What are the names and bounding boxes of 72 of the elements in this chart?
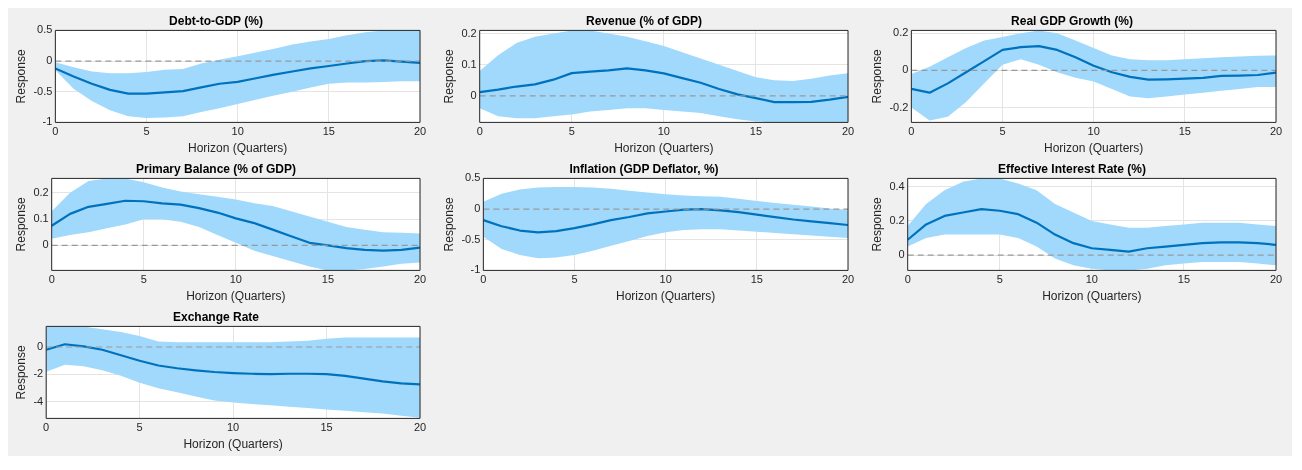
x-axis-title: Horizon (Quarters) xyxy=(183,437,283,452)
x-tick-label: 5 xyxy=(571,273,578,286)
x-tick-label: 20 xyxy=(1269,273,1283,286)
y-tick-label: 0.5 xyxy=(465,171,481,184)
y-tick-label: 0.2 xyxy=(889,214,905,227)
y-axis-title: Response xyxy=(13,345,28,400)
y-tick-label: 0 xyxy=(902,63,909,76)
y-tick-label: -0.5 xyxy=(33,84,53,97)
y-tick-label: 0.2 xyxy=(461,26,477,39)
chart-title: Debt-to-GDP (%) xyxy=(169,13,263,28)
y-tick-label: -0.5 xyxy=(461,232,481,245)
x-tick-label: 15 xyxy=(321,273,335,286)
chart-title: Primary Balance (% of GDP) xyxy=(135,161,297,176)
x-axis-title: Horizon (Quarters) xyxy=(186,289,286,304)
x-tick-label: 15 xyxy=(322,125,335,138)
y-tick-label: 0 xyxy=(898,248,905,261)
x-tick-label: 5 xyxy=(140,273,147,286)
x-tick-label: 5 xyxy=(136,421,143,434)
x-axis-title: Horizon (Quarters) xyxy=(1042,289,1142,304)
y-tick-label: 0.5 xyxy=(37,23,53,36)
chart-title: Revenue (% of GDP) xyxy=(585,13,703,28)
x-tick-label: 20 xyxy=(841,125,855,138)
y-tick-label: -0.2 xyxy=(889,100,909,113)
x-axis-title: Horizon (Quarters) xyxy=(1044,141,1144,156)
x-axis-title: Horizon (Quarters) xyxy=(188,141,288,156)
chart-title: Real GDP Growth (%) xyxy=(1011,13,1133,28)
x-tick-label: 10 xyxy=(657,125,670,138)
y-tick-label: 0 xyxy=(42,238,49,251)
y-axis-title: Response xyxy=(441,49,456,104)
y-axis-title: Response xyxy=(869,197,884,252)
chart-title: Exchange Rate xyxy=(172,309,260,324)
x-tick-label: 20 xyxy=(413,273,427,286)
y-tick-label: -4 xyxy=(33,394,44,407)
y-tick-label: -1 xyxy=(470,263,481,276)
x-tick-label: 15 xyxy=(1178,125,1191,138)
x-axis-title: Horizon (Quarters) xyxy=(614,141,714,156)
y-tick-label: 0 xyxy=(46,54,53,67)
x-tick-label: 15 xyxy=(749,125,763,138)
x-tick-label: 5 xyxy=(996,273,1003,286)
chart-title: Effective Interest Rate (%) xyxy=(997,161,1147,176)
y-tick-label: 0.2 xyxy=(893,26,909,39)
y-axis-title: Response xyxy=(869,49,884,104)
y-axis-title: Response xyxy=(441,197,456,252)
x-tick-label: 10 xyxy=(226,421,240,434)
y-axis-title: Response xyxy=(13,49,28,104)
x-tick-label: 20 xyxy=(413,421,427,434)
x-tick-label: 5 xyxy=(568,125,575,138)
x-tick-label: 20 xyxy=(1269,125,1283,138)
y-tick-label: 0 xyxy=(470,88,477,101)
y-tick-label: 0.2 xyxy=(33,185,49,198)
y-tick-label: 0.4 xyxy=(889,179,905,192)
y-tick-label: 0 xyxy=(37,340,44,353)
y-tick-label: 0.1 xyxy=(461,57,477,70)
x-tick-label: 10 xyxy=(1085,273,1098,286)
y-tick-label: 0 xyxy=(474,202,481,215)
x-tick-label: 20 xyxy=(841,273,855,286)
y-axis-title: Response xyxy=(13,197,28,252)
x-tick-label: 15 xyxy=(1177,273,1191,286)
y-tick-label: 0.1 xyxy=(33,212,49,225)
chart-title: Inflation (GDP Deflator, %) xyxy=(569,161,719,176)
x-tick-label: 5 xyxy=(999,125,1006,138)
x-tick-label: 10 xyxy=(231,125,244,138)
x-tick-label: 15 xyxy=(750,273,763,286)
x-axis-title: Horizon (Quarters) xyxy=(616,289,716,304)
x-tick-label: 15 xyxy=(320,421,333,434)
y-tick-label: -2 xyxy=(33,367,44,380)
x-tick-label: 5 xyxy=(143,125,150,138)
y-tick-label: -1 xyxy=(42,115,53,128)
x-tick-label: 20 xyxy=(413,125,427,138)
x-tick-label: 10 xyxy=(1087,125,1100,138)
x-tick-label: 10 xyxy=(229,273,242,286)
x-tick-label: 10 xyxy=(659,273,672,286)
